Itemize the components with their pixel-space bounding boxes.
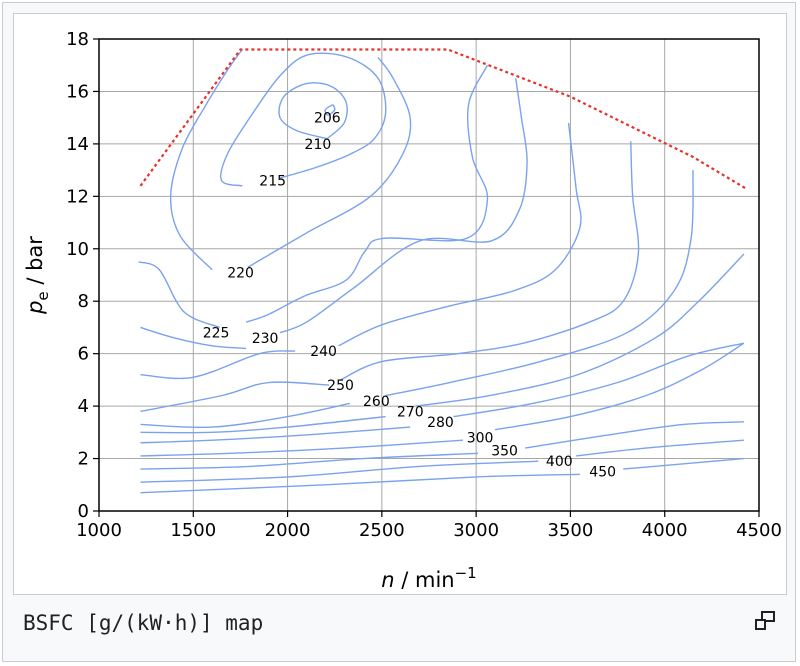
x-tick-label: 1500 bbox=[170, 520, 216, 541]
contour-line-270-15 bbox=[415, 253, 745, 407]
y-tick-label: 0 bbox=[78, 501, 89, 522]
contour-layer bbox=[138, 49, 745, 494]
contour-label-230: 230 bbox=[252, 331, 279, 347]
contour-line-280-17 bbox=[453, 342, 745, 418]
x-tick-label: 2500 bbox=[359, 520, 405, 541]
x-tick-label: 3000 bbox=[453, 520, 499, 541]
contour-line-segment-8 bbox=[279, 78, 528, 334]
contour-line-segment-18 bbox=[140, 426, 411, 444]
x-tick-label: 4000 bbox=[642, 520, 688, 541]
grid-layer bbox=[99, 39, 759, 511]
y-tick-label: 8 bbox=[78, 291, 89, 312]
contour-line-400-23 bbox=[576, 439, 744, 457]
contour-label-450: 450 bbox=[589, 465, 616, 481]
contour-line-300-19 bbox=[494, 342, 745, 431]
contour-line-250-11 bbox=[340, 141, 640, 381]
limit-layer bbox=[139, 48, 747, 190]
contour-label-240: 240 bbox=[310, 344, 337, 360]
contour-label-210: 210 bbox=[305, 137, 332, 153]
axis-layer: 1000 1500 2000 2500 3000 3500 4000 4500 0 2 4 6 8 10 1… bbox=[23, 29, 782, 592]
contour-line-segment-12 bbox=[140, 381, 330, 413]
contour-label-300: 300 bbox=[467, 431, 494, 447]
y-tick-label: 2 bbox=[78, 449, 89, 470]
contour-label-280: 280 bbox=[427, 415, 454, 431]
contour-line-260-13 bbox=[385, 170, 694, 397]
contour-line-segment-4 bbox=[169, 49, 243, 271]
contour-line-segment-24 bbox=[140, 460, 539, 483]
contour-line-segment-10 bbox=[140, 350, 296, 380]
x-tick-label: 1000 bbox=[76, 520, 122, 541]
contour-line-segment-26 bbox=[140, 473, 580, 494]
figure-caption: BSFC [g/(kW·h)] map bbox=[23, 611, 264, 635]
y-tick-label: 14 bbox=[66, 134, 89, 155]
x-axis-label: n / min−1 bbox=[381, 564, 476, 592]
y-tick-label: 4 bbox=[78, 396, 89, 417]
contour-line-segment-6 bbox=[245, 64, 489, 323]
contour-line-206-0 bbox=[324, 103, 336, 116]
y-tick-label: 6 bbox=[78, 344, 89, 365]
contour-label-350: 350 bbox=[491, 444, 518, 460]
y-tick-label: 16 bbox=[66, 81, 89, 102]
x-tick-label: 3500 bbox=[548, 520, 594, 541]
contour-label-260: 260 bbox=[363, 394, 390, 410]
contour-line-225-5 bbox=[138, 261, 220, 329]
contour-line-215-2 bbox=[220, 52, 387, 187]
x-tick-label: 4500 bbox=[736, 520, 782, 541]
contour-label-270: 270 bbox=[397, 404, 424, 420]
contour-label-206: 206 bbox=[314, 111, 341, 127]
contour-label-400: 400 bbox=[546, 454, 573, 470]
y-axis-label: pe / bar bbox=[23, 236, 52, 315]
y-tick-label: 18 bbox=[66, 29, 89, 50]
x-tick-label: 2000 bbox=[265, 520, 311, 541]
full-load-limit-line bbox=[139, 48, 747, 190]
contour-line-450-25 bbox=[623, 457, 744, 470]
plot-frame bbox=[98, 38, 760, 512]
contour-label-225: 225 bbox=[203, 326, 230, 342]
contour-line-350-21 bbox=[525, 421, 744, 449]
contour-label-250: 250 bbox=[327, 378, 354, 394]
contour-line-segment-16 bbox=[140, 415, 386, 434]
contour-label-220: 220 bbox=[227, 265, 254, 281]
contour-line-240-9 bbox=[338, 122, 582, 347]
y-tick-label: 12 bbox=[66, 186, 89, 207]
contour-line-segment-20 bbox=[140, 439, 463, 457]
contour-line-segment-22 bbox=[140, 452, 479, 470]
contour-label-215: 215 bbox=[259, 174, 286, 190]
enlarge-icon[interactable] bbox=[753, 609, 777, 633]
contour-line-segment-14 bbox=[140, 402, 350, 429]
plot-panel: 206 210 215 220 225 230 240 250 260 270 280 300 350 4… bbox=[13, 13, 787, 595]
contour-line-220-3 bbox=[247, 56, 412, 268]
contour-line-230-7 bbox=[140, 326, 247, 350]
y-tick-label: 10 bbox=[66, 239, 89, 260]
contour-line-210-1 bbox=[278, 82, 348, 140]
